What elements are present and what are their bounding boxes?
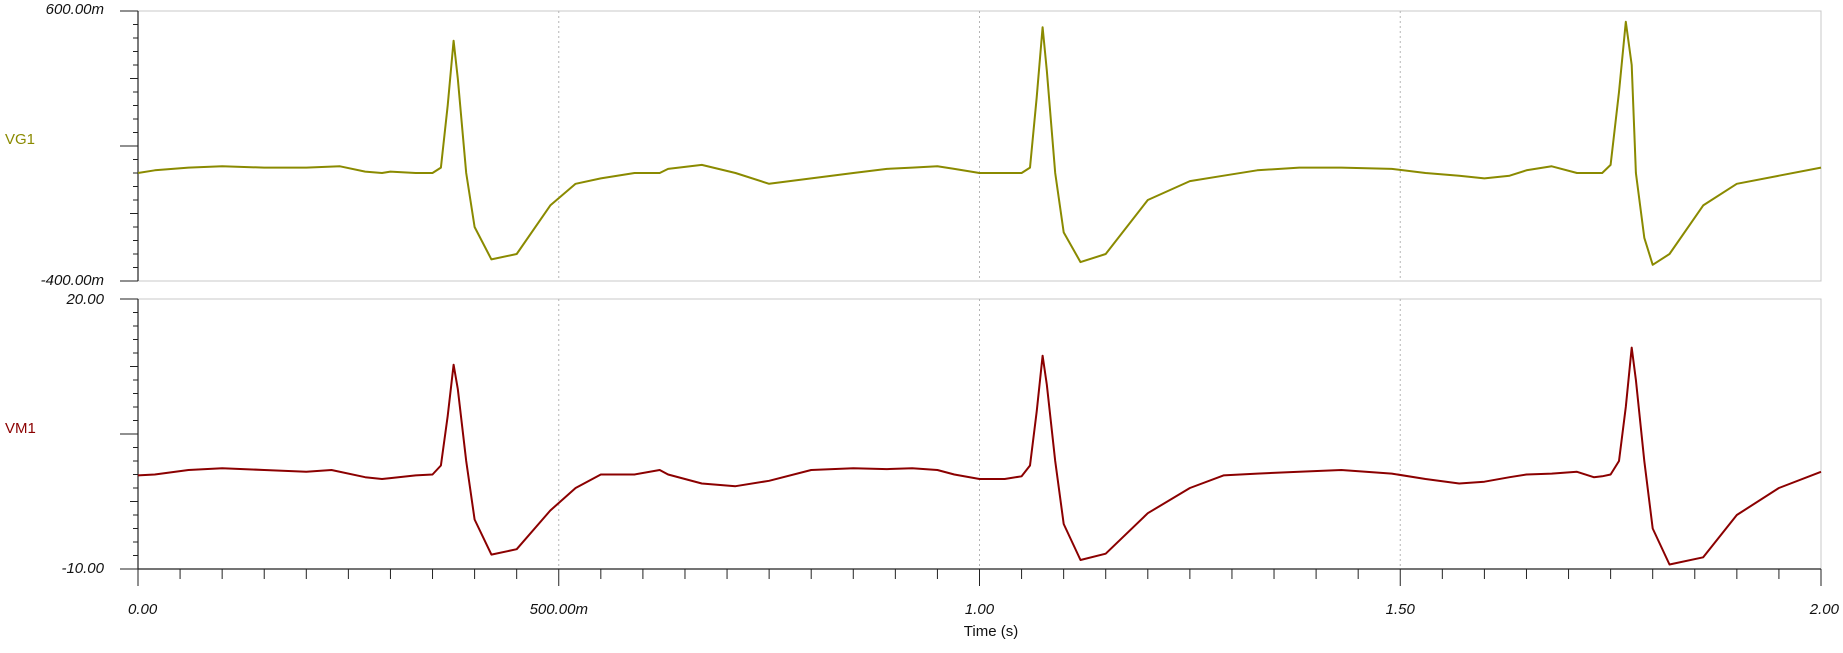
x-tick-label: 0.00 bbox=[128, 601, 158, 618]
panel-vm1-y-max-label: 20.00 bbox=[65, 291, 104, 308]
x-tick-label: 2.00 bbox=[1809, 601, 1840, 618]
x-axis-title: Time (s) bbox=[964, 623, 1018, 640]
panel-vm1-y-min-label: -10.00 bbox=[61, 560, 104, 577]
panel-vg1-signal-label: VG1 bbox=[5, 131, 35, 148]
x-tick-label: 1.50 bbox=[1386, 601, 1416, 618]
panel-vg1-y-max-label: 600.00m bbox=[46, 1, 104, 18]
panel-vg1-y-min-label: -400.00m bbox=[41, 272, 104, 289]
panel-vm1-signal-label: VM1 bbox=[5, 420, 36, 437]
x-tick-label: 500.00m bbox=[530, 601, 588, 618]
x-tick-label: 1.00 bbox=[965, 601, 995, 618]
